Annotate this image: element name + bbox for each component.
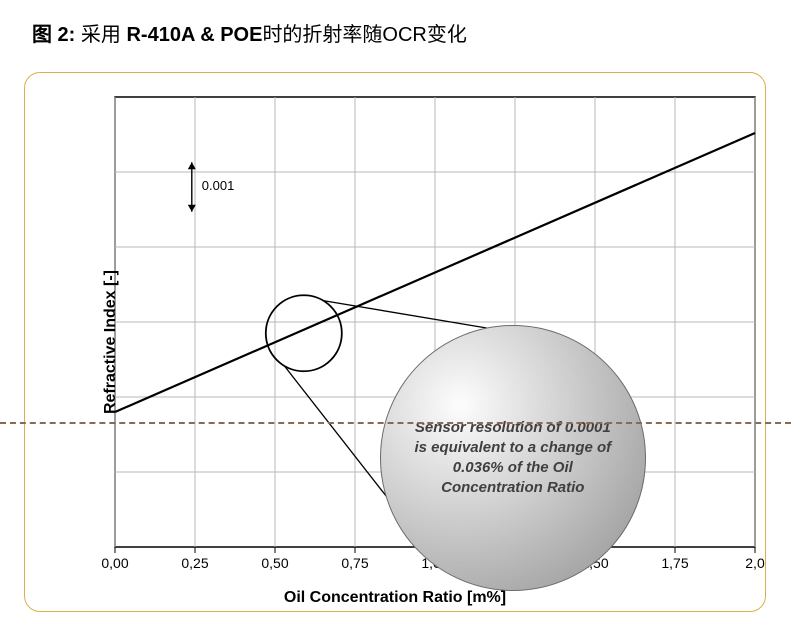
x-tick-label: 0,25: [181, 555, 208, 571]
x-tick-label: 1,75: [661, 555, 688, 571]
x-tick-label: 2,0: [745, 555, 764, 571]
y-axis-label: Refractive Index [-]: [102, 270, 120, 414]
caption-mid: 采用: [75, 24, 126, 46]
caption-prefix: 图 2:: [32, 24, 75, 46]
callout-text: Sensor resolution of 0.0001 is equivalen…: [381, 326, 645, 590]
page-dashed-divider: [0, 422, 791, 424]
caption-suffix: 时的折射率随OCR变化: [262, 24, 466, 46]
x-tick-label: 0,75: [341, 555, 368, 571]
chart-panel: Refractive Index [-] Oil Concentration R…: [24, 72, 766, 612]
callout-bubble: Sensor resolution of 0.0001 is equivalen…: [380, 325, 646, 591]
x-tick-label: 0,50: [261, 555, 288, 571]
scale-marker-label: 0.001: [202, 178, 235, 193]
x-axis-label: Oil Concentration Ratio [m%]: [284, 589, 506, 607]
figure-caption: 图 2: 采用 R-410A & POE时的折射率随OCR变化: [32, 18, 467, 47]
x-tick-label: 0,00: [101, 555, 128, 571]
caption-bold: R-410A & POE: [126, 24, 262, 46]
